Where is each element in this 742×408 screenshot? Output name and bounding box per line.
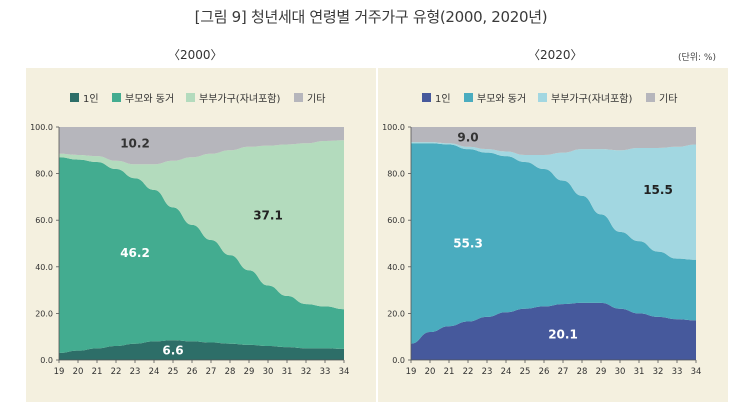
legend-swatch-other: [646, 93, 655, 102]
y-tick-label: 40.0: [387, 263, 405, 272]
legend-item-other: 기타: [646, 90, 677, 105]
x-tick-label: 26: [187, 367, 198, 377]
legend-label-couple: 부부가구(자녀포함): [199, 94, 281, 105]
x-tick-label: 26: [539, 367, 550, 377]
y-tick-label: 80.0: [35, 170, 53, 179]
x-tick-label: 34: [339, 367, 350, 377]
legend-swatch-single: [70, 93, 79, 102]
legend-swatch-parents: [464, 93, 473, 102]
x-tick-label: 28: [577, 367, 588, 377]
x-tick-label: 32: [653, 367, 664, 377]
x-tick-label: 20: [73, 367, 84, 377]
label-other: 9.0: [457, 130, 478, 144]
x-tick-label: 29: [596, 367, 607, 377]
legend-label-single: 1인: [435, 94, 451, 105]
y-tick-label: 80.0: [387, 170, 405, 179]
y-tick-label: 20.0: [35, 309, 53, 318]
y-tick-label: 0.0: [392, 356, 405, 365]
x-tick-label: 22: [111, 367, 122, 377]
x-tick-label: 29: [244, 367, 255, 377]
chart-2020-title: 〈2020〉: [528, 48, 583, 62]
x-tick-label: 33: [672, 367, 683, 377]
area-series-0: [59, 340, 344, 360]
unit-note: (단위: %): [677, 53, 716, 63]
legend-swatch-parents: [112, 93, 121, 102]
label-couple: 15.5: [643, 183, 673, 197]
y-tick-label: 100.0: [30, 123, 53, 132]
area-series-2: [59, 140, 344, 310]
y-tick-label: 20.0: [387, 309, 405, 318]
x-tick-label: 25: [168, 367, 179, 377]
x-tick-label: 27: [558, 367, 569, 377]
x-tick-label: 20: [425, 367, 436, 377]
label-parents: 46.2: [120, 246, 150, 260]
x-tick-label: 21: [444, 367, 455, 377]
legend-swatch-couple: [186, 93, 195, 102]
x-tick-label: 19: [406, 367, 417, 377]
legend-swatch-single: [422, 93, 431, 102]
x-tick-label: 21: [92, 367, 103, 377]
legend-item-couple: 부부가구(자녀포함): [186, 90, 280, 105]
figure-title: [그림 9] 청년세대 연령별 거주가구 유형(2000, 2020년): [194, 8, 548, 26]
x-tick-label: 24: [149, 367, 160, 377]
chart-2000-title: 〈2000〉: [168, 48, 223, 62]
x-tick-label: 23: [130, 367, 141, 377]
legend-item-single: 1인: [70, 90, 99, 105]
area-series-3: [411, 127, 696, 155]
x-tick-label: 23: [482, 367, 493, 377]
legend-item-single: 1인: [422, 90, 451, 105]
label-other: 10.2: [120, 136, 150, 150]
label-single: 6.6: [162, 344, 183, 358]
chart-2000-legend: 1인 부모와 동거 부부가구(자녀포함) 기타: [26, 90, 376, 110]
area-series-0: [411, 302, 696, 360]
legend-label-couple: 부부가구(자녀포함): [551, 94, 633, 105]
x-tick-label: 31: [634, 367, 645, 377]
x-tick-label: 31: [282, 367, 293, 377]
y-tick-label: 60.0: [35, 216, 53, 225]
label-parents: 55.3: [453, 237, 483, 251]
area-series-3: [59, 127, 344, 165]
x-tick-label: 19: [54, 367, 65, 377]
label-single: 20.1: [548, 327, 578, 341]
legend-label-other: 기타: [307, 94, 326, 105]
area-series-1: [59, 157, 344, 354]
x-tick-label: 30: [263, 367, 274, 377]
legend-item-parents: 부모와 동거: [112, 90, 174, 105]
x-tick-label: 22: [463, 367, 474, 377]
chart-2020-legend: 1인 부모와 동거 부부가구(자녀포함) 기타: [378, 90, 728, 110]
x-tick-label: 25: [520, 367, 531, 377]
chart-2020-plot: 0.0 20.0 40.0 60.0 80.0 100.0 19 20 21 22 23 24 25 26…: [382, 123, 702, 377]
label-couple: 37.1: [253, 209, 283, 223]
y-tick-label: 60.0: [387, 216, 405, 225]
y-tick-label: 40.0: [35, 263, 53, 272]
area-series-2: [411, 142, 696, 260]
x-tick-label: 24: [501, 367, 512, 377]
x-tick-label: 28: [225, 367, 236, 377]
legend-swatch-other: [294, 93, 303, 102]
legend-label-single: 1인: [83, 94, 99, 105]
x-tick-label: 33: [320, 367, 331, 377]
chart-2000-panel: 1인 부모와 동거 부부가구(자녀포함) 기타 0.0 20.0 40.0 60.0 8…: [26, 68, 376, 402]
y-tick-label: 0.0: [40, 356, 53, 365]
legend-label-parents: 부모와 동거: [477, 94, 527, 105]
legend-swatch-couple: [538, 93, 547, 102]
legend-item-parents: 부모와 동거: [464, 90, 526, 105]
legend-label-other: 기타: [659, 94, 678, 105]
legend-item-other: 기타: [294, 90, 325, 105]
x-tick-label: 27: [206, 367, 217, 377]
x-tick-label: 34: [691, 367, 702, 377]
y-tick-label: 100.0: [382, 123, 405, 132]
chart-2000-plot: 0.0 20.0 40.0 60.0 80.0 100.0 19 20 21 22 23 24 25 26…: [30, 123, 350, 377]
legend-item-couple: 부부가구(자녀포함): [538, 90, 632, 105]
chart-2020-panel: 1인 부모와 동거 부부가구(자녀포함) 기타 0.0 20.0 40.0 60.0 8…: [378, 68, 728, 402]
x-tick-label: 32: [301, 367, 312, 377]
legend-label-parents: 부모와 동거: [125, 94, 175, 105]
area-series-1: [411, 143, 696, 344]
x-tick-label: 30: [615, 367, 626, 377]
